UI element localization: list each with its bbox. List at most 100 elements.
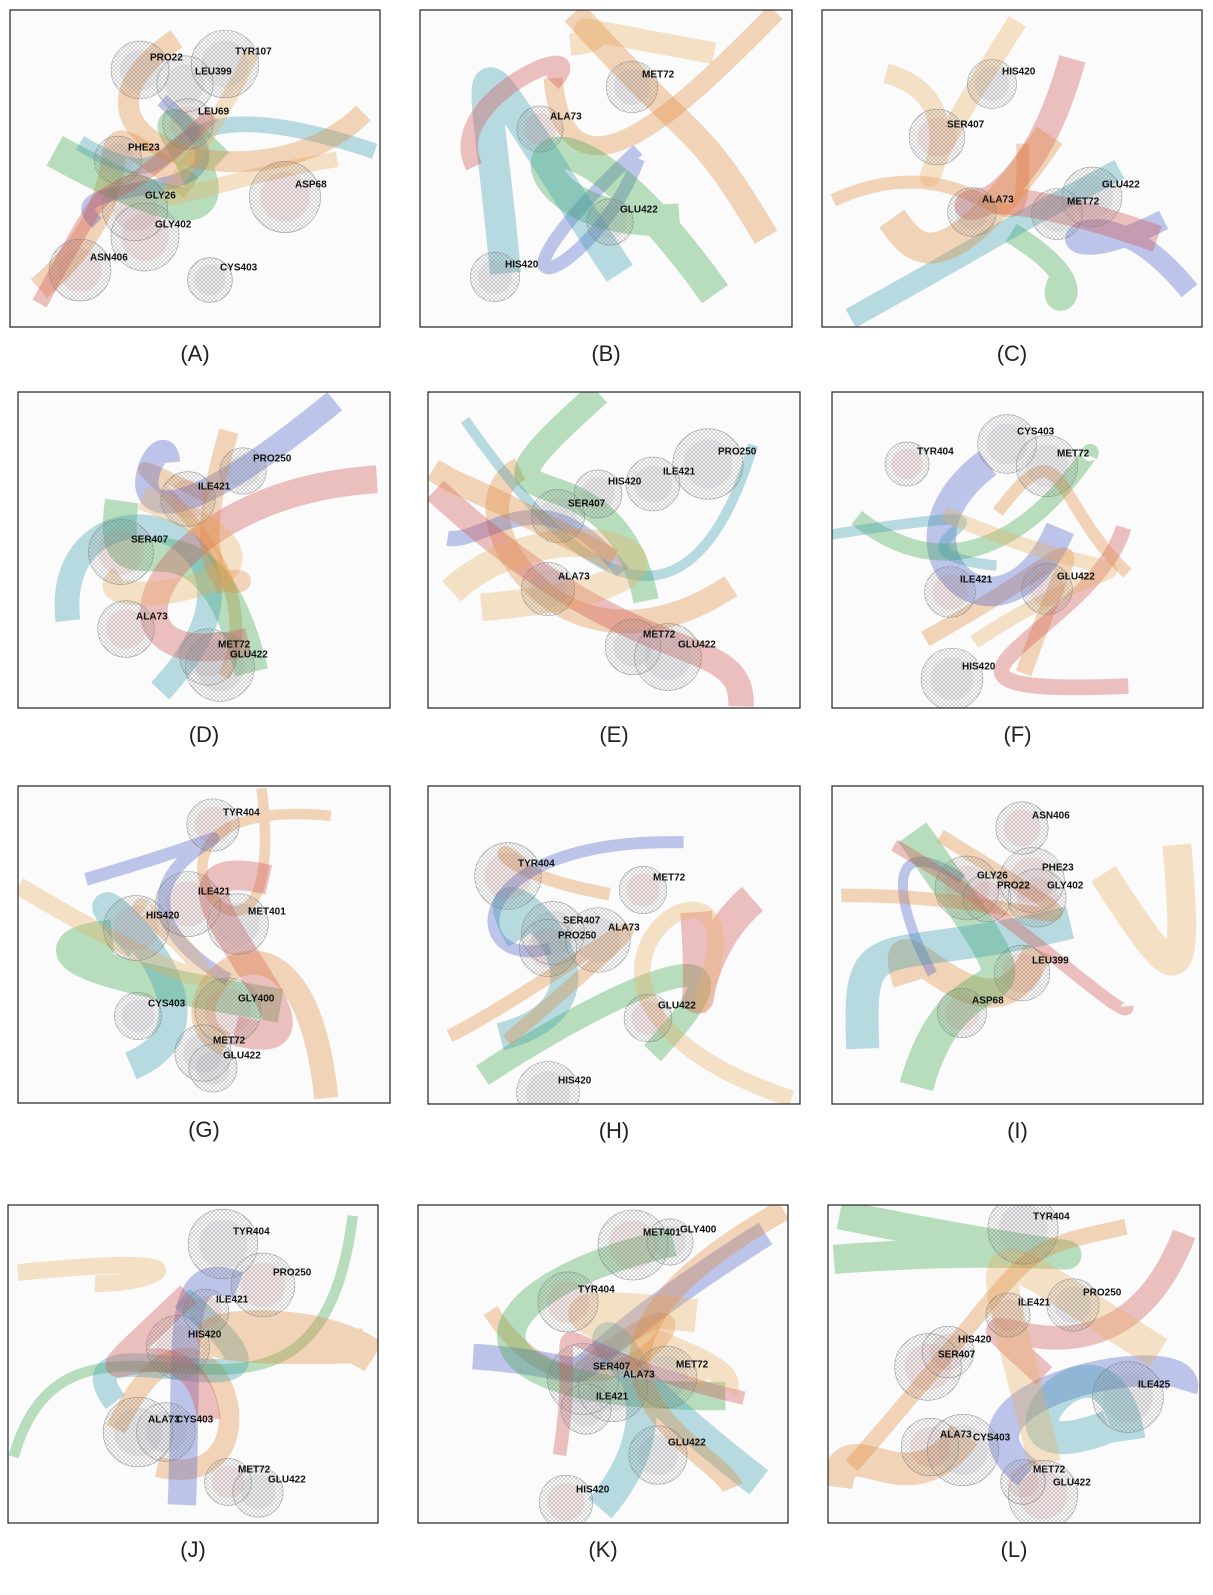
residue-label: ASN406 — [90, 253, 128, 264]
residue-label: GLU422 — [658, 1001, 696, 1012]
residue-label: MET72 — [676, 1360, 709, 1371]
residue-label: PRO250 — [558, 931, 597, 942]
residue-label: SER407 — [568, 499, 606, 510]
residue-label: ALA73 — [136, 612, 168, 623]
residue-label: GLU422 — [668, 1438, 706, 1449]
residue-label: MET72 — [653, 873, 686, 884]
residue-label: HIS420 — [962, 662, 996, 673]
residue-label: HIS420 — [958, 1335, 992, 1346]
residue-label: ILE421 — [198, 887, 231, 898]
residue-label: CYS403 — [973, 1433, 1011, 1444]
panel: TYR404PRO250ILE421HIS420SER407ILE425ALA7… — [828, 1194, 1200, 1530]
render — [832, 392, 1203, 710]
residue-label: GLY402 — [155, 220, 192, 231]
panel: PRO250ILE421HIS420SER407ALA73MET72GLU422 — [428, 392, 800, 708]
panel: TYR404PRO250ILE421HIS420ALA73CYS403MET72… — [8, 1205, 378, 1523]
residue-label: MET72 — [213, 1036, 246, 1047]
residue-label: SER407 — [938, 1350, 976, 1361]
panel-caption: (I) — [1007, 1118, 1028, 1143]
panel: CYS403TYR404MET72ILE421GLU422HIS420 — [832, 392, 1203, 710]
panel-caption: (K) — [588, 1537, 617, 1562]
residue-label: ALA73 — [550, 112, 582, 123]
residue-label: SER407 — [563, 916, 601, 927]
residue-label: ASN406 — [1032, 811, 1070, 822]
render — [10, 10, 380, 327]
residue-label: TYR404 — [233, 1227, 270, 1238]
residue-label: ILE421 — [663, 467, 696, 478]
residue-label: HIS420 — [1002, 67, 1036, 78]
residue-label: GLU422 — [1053, 1478, 1091, 1489]
panel: PRO22TYR107LEU399LEU69PHE23GLY26ASP68GLY… — [10, 10, 380, 327]
residue-label: GLU422 — [1102, 180, 1140, 191]
residue-label: HIS420 — [146, 911, 180, 922]
residue-label: ALA73 — [982, 195, 1014, 206]
residue-label: PRO250 — [718, 447, 757, 458]
residue-label: MET72 — [642, 70, 675, 81]
residue-label: ASP68 — [972, 996, 1004, 1007]
residue-label: ASP68 — [295, 180, 327, 191]
render — [428, 392, 800, 708]
residue-label: ALA73 — [623, 1370, 655, 1381]
residue-label: PRO250 — [253, 454, 292, 465]
panel: HIS420 SER407 GLU422 ALA73 MET72 — [822, 10, 1202, 327]
residue-label: HIS420 — [608, 477, 642, 488]
residue-label: GLU422 — [620, 205, 658, 216]
panel-caption: (E) — [599, 722, 628, 747]
residue-label: GLY400 — [238, 994, 275, 1005]
render — [18, 786, 390, 1103]
residue-label: PHE23 — [1042, 863, 1074, 874]
render — [832, 786, 1203, 1104]
residue-label: TYR404 — [578, 1285, 615, 1296]
ribbon — [213, 1327, 373, 1356]
residue-label: GLU422 — [223, 1051, 261, 1062]
render — [420, 10, 792, 327]
residue-label: TYR404 — [917, 447, 954, 458]
panel-caption: (L) — [1001, 1537, 1028, 1562]
render — [428, 786, 800, 1124]
residue-label: PRO22 — [997, 881, 1030, 892]
residue-label: GLY402 — [1047, 881, 1084, 892]
panel-caption: (C) — [997, 341, 1028, 366]
panel-caption: (B) — [591, 341, 620, 366]
panel-caption: (G) — [188, 1117, 220, 1142]
render — [18, 392, 390, 708]
residue-label: ILE425 — [1138, 1380, 1171, 1391]
residue-label: LEU69 — [198, 107, 230, 118]
residue-label: SER407 — [947, 120, 985, 131]
residue-label: GLU422 — [678, 640, 716, 651]
render — [828, 1194, 1200, 1530]
panel-caption: (D) — [189, 722, 220, 747]
residue-label: PRO22 — [150, 53, 183, 64]
residue-label: MET401 — [643, 1228, 681, 1239]
residue-label: MET72 — [1057, 449, 1090, 460]
residue-label: TYR404 — [1033, 1212, 1070, 1223]
residue-label: ALA73 — [558, 572, 590, 583]
panel: MET72 ALA73 GLU422 HIS420 — [420, 10, 792, 327]
residue-label: GLY26 — [145, 191, 176, 202]
figure: PRO22 TYR107 LEU399 LEU69 PHE23 GLY26 ASP68 GLY… — [0, 0, 1213, 1595]
residue-label: ILE421 — [216, 1295, 249, 1306]
residue-label: PHE23 — [128, 143, 160, 154]
residue-label: HIS420 — [576, 1485, 610, 1496]
residue-label: MET72 — [238, 1465, 271, 1476]
panel: PRO250ILE421SER407ALA73MET72GLU422 — [18, 392, 390, 708]
render — [822, 10, 1202, 327]
residue-label: CYS403 — [220, 263, 258, 274]
residue-label: MET72 — [1033, 1465, 1066, 1476]
residue-label: PRO250 — [1083, 1288, 1122, 1299]
residue-label: HIS420 — [505, 260, 539, 271]
residue-label: MET401 — [248, 907, 286, 918]
residue-label: ILE421 — [596, 1392, 629, 1403]
residue-label: CYS403 — [176, 1415, 214, 1426]
residue-label: GLU422 — [230, 650, 268, 661]
residue-label: TYR107 — [235, 47, 272, 58]
residue-label: PRO250 — [273, 1268, 312, 1279]
residue-label: HIS420 — [558, 1076, 592, 1087]
residue-label: ALA73 — [608, 923, 640, 934]
panel-caption: (F) — [1003, 722, 1031, 747]
residue-label: MET72 — [1067, 197, 1100, 208]
residue-label: LEU399 — [1032, 956, 1069, 967]
render — [8, 1205, 378, 1523]
